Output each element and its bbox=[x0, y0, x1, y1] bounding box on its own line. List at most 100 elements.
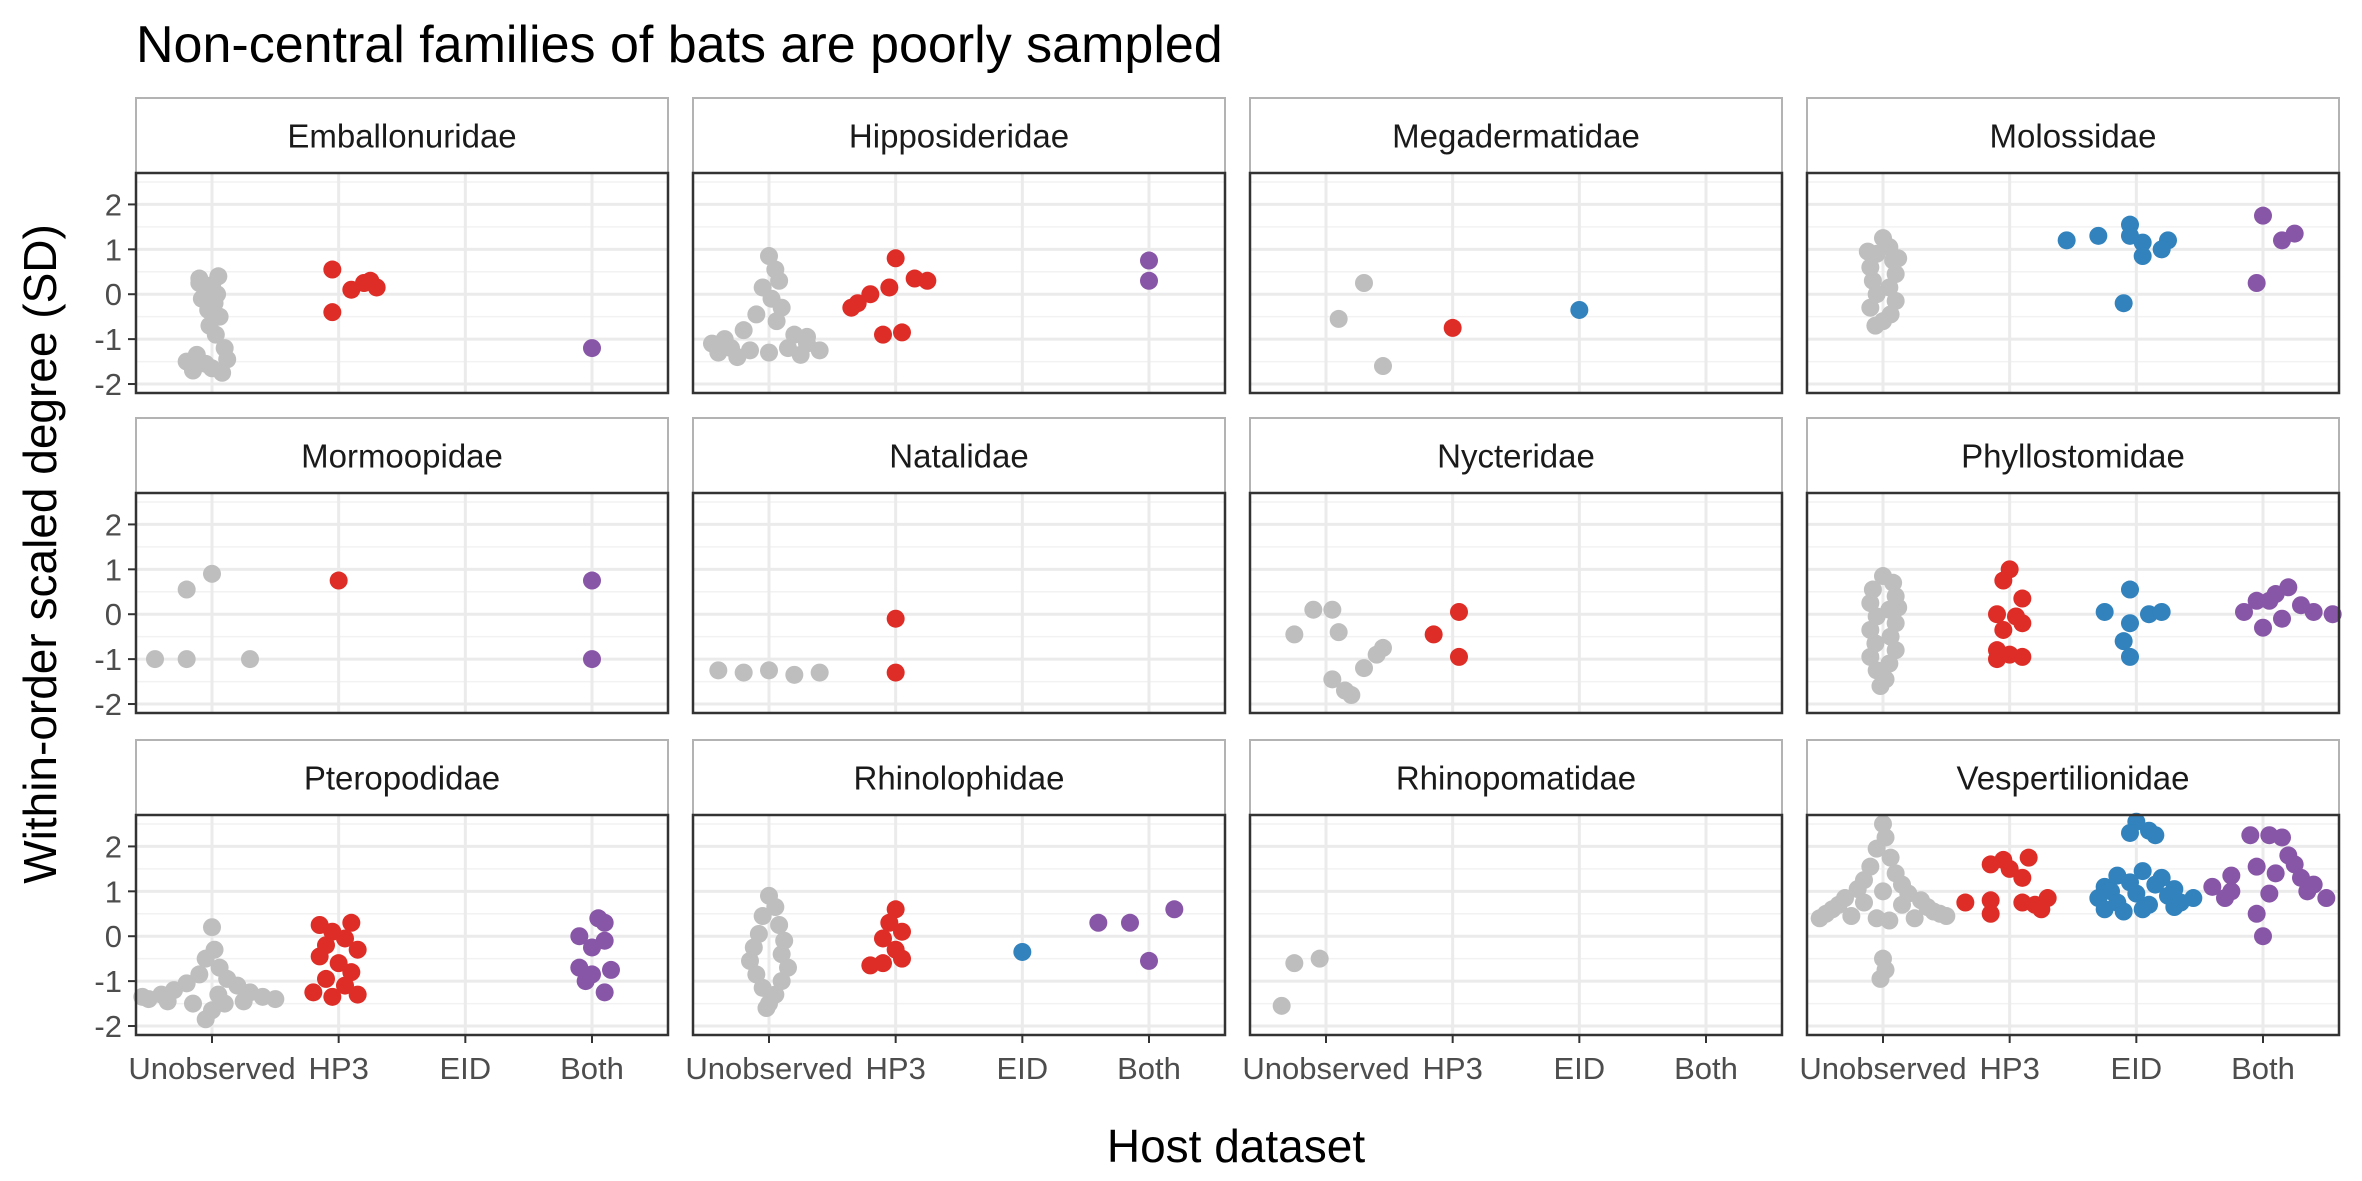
y-tick-label: 2 bbox=[105, 507, 122, 542]
data-point bbox=[918, 271, 937, 290]
data-point bbox=[196, 949, 215, 968]
y-tick-label: 0 bbox=[105, 277, 122, 312]
data-point bbox=[2273, 609, 2291, 628]
data-point bbox=[203, 564, 221, 583]
facet-panel: Phyllostomidae bbox=[1805, 417, 2342, 715]
facet-strip-label: Hipposideridae bbox=[849, 118, 1069, 155]
data-point bbox=[1981, 904, 2000, 923]
data-point bbox=[772, 945, 791, 964]
data-point bbox=[2260, 591, 2279, 610]
data-point bbox=[133, 987, 152, 1006]
data-point bbox=[775, 931, 794, 950]
facet-panel: Pteropodidae -2 -1 0 1 2 Unobserved HP3 EID Both bbox=[94, 739, 670, 1086]
data-point bbox=[772, 972, 791, 991]
data-point bbox=[2121, 614, 2139, 633]
data-point bbox=[2298, 882, 2317, 901]
facet-grid: Emballonuridae -2 -1 0 1 2 Hipposideridae Megad… bbox=[94, 97, 2342, 1086]
data-point bbox=[2254, 927, 2272, 946]
data-point bbox=[2121, 823, 2139, 842]
data-point bbox=[1889, 598, 1908, 617]
data-point bbox=[753, 907, 772, 926]
data-point bbox=[2152, 240, 2171, 259]
data-point bbox=[342, 963, 361, 982]
data-point bbox=[1874, 882, 1892, 901]
data-point bbox=[741, 951, 759, 970]
data-point bbox=[348, 940, 367, 959]
data-point bbox=[1867, 607, 1886, 626]
data-point bbox=[2121, 647, 2139, 666]
facet-strip bbox=[692, 97, 1226, 174]
data-point bbox=[1355, 659, 1373, 678]
data-point bbox=[2254, 618, 2272, 637]
data-point bbox=[1329, 309, 1348, 328]
data-point bbox=[767, 312, 786, 331]
data-point bbox=[791, 345, 810, 364]
data-point bbox=[2254, 206, 2272, 225]
data-point bbox=[709, 661, 728, 680]
data-point bbox=[880, 278, 899, 297]
data-point bbox=[2114, 632, 2133, 651]
data-point bbox=[2184, 889, 2203, 908]
facet-panel: Rhinopomatidae Unobserved HP3 EID Both bbox=[1242, 739, 1784, 1086]
panel-border bbox=[691, 491, 1227, 715]
data-point bbox=[317, 969, 335, 988]
data-point bbox=[602, 960, 620, 979]
data-point bbox=[342, 913, 361, 932]
x-tick-label: HP3 bbox=[1980, 1051, 2040, 1086]
data-point bbox=[2260, 884, 2279, 903]
panel-border bbox=[1805, 171, 2341, 395]
data-point bbox=[2247, 904, 2266, 923]
x-tick-label: HP3 bbox=[1423, 1051, 1483, 1086]
data-point bbox=[2121, 580, 2139, 599]
data-point bbox=[323, 260, 342, 279]
data-point bbox=[810, 341, 829, 360]
panel-border bbox=[1248, 813, 1784, 1037]
facet-panel: Mormoopidae -2 -1 0 1 2 bbox=[94, 417, 670, 722]
data-point bbox=[2222, 866, 2241, 885]
data-point bbox=[583, 938, 601, 957]
facet-strip-label: Megadermatidae bbox=[1392, 118, 1640, 155]
x-tick-label: Both bbox=[1117, 1051, 1181, 1086]
data-point bbox=[2013, 647, 2032, 666]
data-point bbox=[336, 929, 354, 948]
data-point bbox=[1810, 909, 1829, 928]
data-point bbox=[1374, 357, 1392, 376]
data-point bbox=[734, 321, 753, 340]
data-point bbox=[2114, 902, 2133, 921]
data-point bbox=[760, 661, 778, 680]
y-tick-label: -1 bbox=[94, 642, 122, 677]
data-point bbox=[2057, 231, 2076, 250]
data-point bbox=[2304, 602, 2323, 621]
data-point bbox=[1336, 681, 1354, 700]
data-point bbox=[2273, 828, 2291, 847]
data-point bbox=[1165, 900, 1184, 919]
data-point bbox=[1272, 996, 1291, 1015]
data-point bbox=[1893, 895, 1911, 914]
data-point bbox=[1367, 645, 1386, 664]
y-tick-label: -2 bbox=[94, 687, 122, 722]
data-point bbox=[728, 348, 747, 367]
data-point bbox=[1866, 316, 1885, 335]
data-point bbox=[2013, 868, 2032, 887]
y-tick-label: 1 bbox=[105, 874, 122, 909]
data-point bbox=[1848, 880, 1867, 899]
data-point bbox=[2013, 589, 2032, 608]
data-point bbox=[886, 900, 905, 919]
data-point bbox=[1905, 909, 1924, 928]
data-point bbox=[770, 271, 789, 290]
data-point bbox=[886, 249, 905, 268]
facet-strip bbox=[1249, 739, 1783, 816]
data-point bbox=[1285, 625, 1304, 644]
data-point bbox=[1994, 571, 2013, 590]
data-point bbox=[2032, 900, 2051, 919]
data-point bbox=[760, 247, 778, 266]
data-point bbox=[323, 303, 342, 322]
panel-border bbox=[134, 813, 670, 1037]
data-point bbox=[1121, 913, 1139, 932]
data-point bbox=[1861, 258, 1880, 277]
data-point bbox=[810, 663, 829, 682]
data-point bbox=[874, 929, 892, 948]
facet-panel: Vespertilionidae Unobserved HP3 EID Both bbox=[1799, 739, 2341, 1086]
data-point bbox=[336, 976, 354, 995]
data-point bbox=[893, 922, 911, 941]
